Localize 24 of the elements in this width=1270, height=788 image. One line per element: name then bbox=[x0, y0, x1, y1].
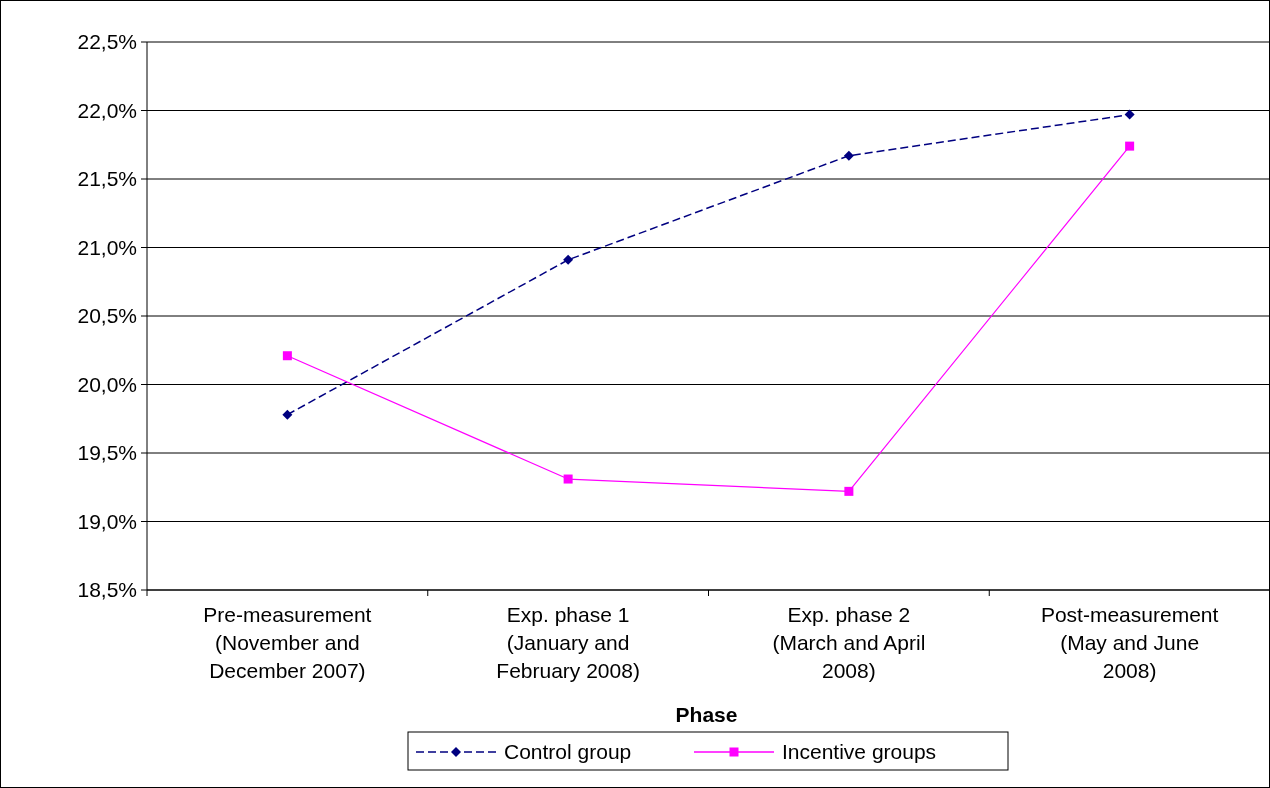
y-tick-label: 22,0% bbox=[77, 98, 137, 122]
y-tick-label: 21,0% bbox=[77, 235, 137, 259]
x-axis-title: Phase bbox=[675, 703, 738, 726]
y-tick-label: 20,5% bbox=[77, 304, 137, 328]
y-tick-label: 19,0% bbox=[77, 509, 137, 533]
point bbox=[563, 474, 573, 484]
point bbox=[282, 351, 292, 361]
y-tick-label: 20,0% bbox=[77, 372, 137, 396]
legend-label: Control group bbox=[504, 740, 632, 764]
x-tick-label: Exp. phase 1 (January and February 2008) bbox=[496, 603, 640, 682]
point bbox=[1124, 109, 1135, 120]
point bbox=[844, 486, 854, 496]
point bbox=[843, 150, 854, 161]
point bbox=[1125, 141, 1135, 151]
y-tick-label: 18,5% bbox=[77, 578, 137, 602]
legend-label: Incentive groups bbox=[782, 740, 937, 764]
point bbox=[282, 409, 293, 420]
x-tick-label: Post-measurement (May and June 2008) bbox=[1040, 603, 1219, 682]
x-tick-label: Exp. phase 2 (March and April 2008) bbox=[772, 603, 926, 682]
point bbox=[563, 254, 574, 265]
y-tick-label: 22,5% bbox=[77, 30, 137, 54]
x-tick-label: Pre-measurement (November and December 2007) bbox=[203, 603, 372, 682]
y-tick-label: 21,5% bbox=[77, 167, 137, 191]
y-tick-label: 19,5% bbox=[77, 441, 137, 465]
